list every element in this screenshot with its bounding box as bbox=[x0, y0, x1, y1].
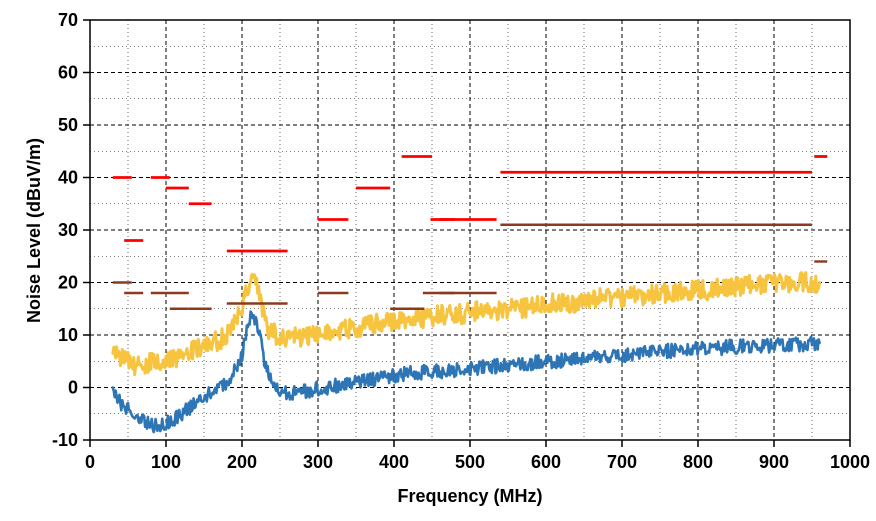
svg-text:-10: -10 bbox=[52, 430, 78, 450]
svg-text:70: 70 bbox=[58, 10, 78, 30]
y-axis-label: Noise Level (dBuV/m) bbox=[24, 137, 45, 322]
svg-text:0: 0 bbox=[68, 378, 78, 398]
svg-text:20: 20 bbox=[58, 273, 78, 293]
svg-text:200: 200 bbox=[227, 452, 257, 472]
svg-text:500: 500 bbox=[455, 452, 485, 472]
svg-text:100: 100 bbox=[151, 452, 181, 472]
svg-text:40: 40 bbox=[58, 168, 78, 188]
svg-text:300: 300 bbox=[303, 452, 333, 472]
svg-text:600: 600 bbox=[531, 452, 561, 472]
svg-text:1000: 1000 bbox=[830, 452, 870, 472]
svg-text:700: 700 bbox=[607, 452, 637, 472]
svg-text:50: 50 bbox=[58, 115, 78, 135]
chart-svg: 0 100 200 300 400 500 600 700 800 900 1000 -10 0 10 20… bbox=[0, 0, 876, 521]
svg-text:30: 30 bbox=[58, 220, 78, 240]
noise-level-chart: 0 100 200 300 400 500 600 700 800 900 1000 -10 0 10 20… bbox=[0, 0, 876, 521]
svg-text:800: 800 bbox=[683, 452, 713, 472]
svg-text:400: 400 bbox=[379, 452, 409, 472]
svg-text:900: 900 bbox=[759, 452, 789, 472]
svg-text:60: 60 bbox=[58, 63, 78, 83]
x-axis-label: Frequency (MHz) bbox=[398, 486, 543, 507]
svg-text:0: 0 bbox=[85, 452, 95, 472]
svg-text:10: 10 bbox=[58, 325, 78, 345]
